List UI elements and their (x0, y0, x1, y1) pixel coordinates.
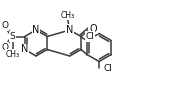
Text: N: N (66, 25, 73, 35)
Text: O: O (1, 21, 8, 30)
Text: O: O (89, 23, 97, 33)
Text: N: N (32, 25, 40, 35)
Text: Cl: Cl (103, 64, 112, 73)
Text: CH₃: CH₃ (61, 11, 75, 19)
Text: N: N (21, 45, 28, 54)
Text: S: S (10, 32, 16, 41)
Text: CH₃: CH₃ (6, 50, 20, 59)
Text: O: O (1, 43, 8, 52)
Text: Cl: Cl (86, 32, 95, 41)
